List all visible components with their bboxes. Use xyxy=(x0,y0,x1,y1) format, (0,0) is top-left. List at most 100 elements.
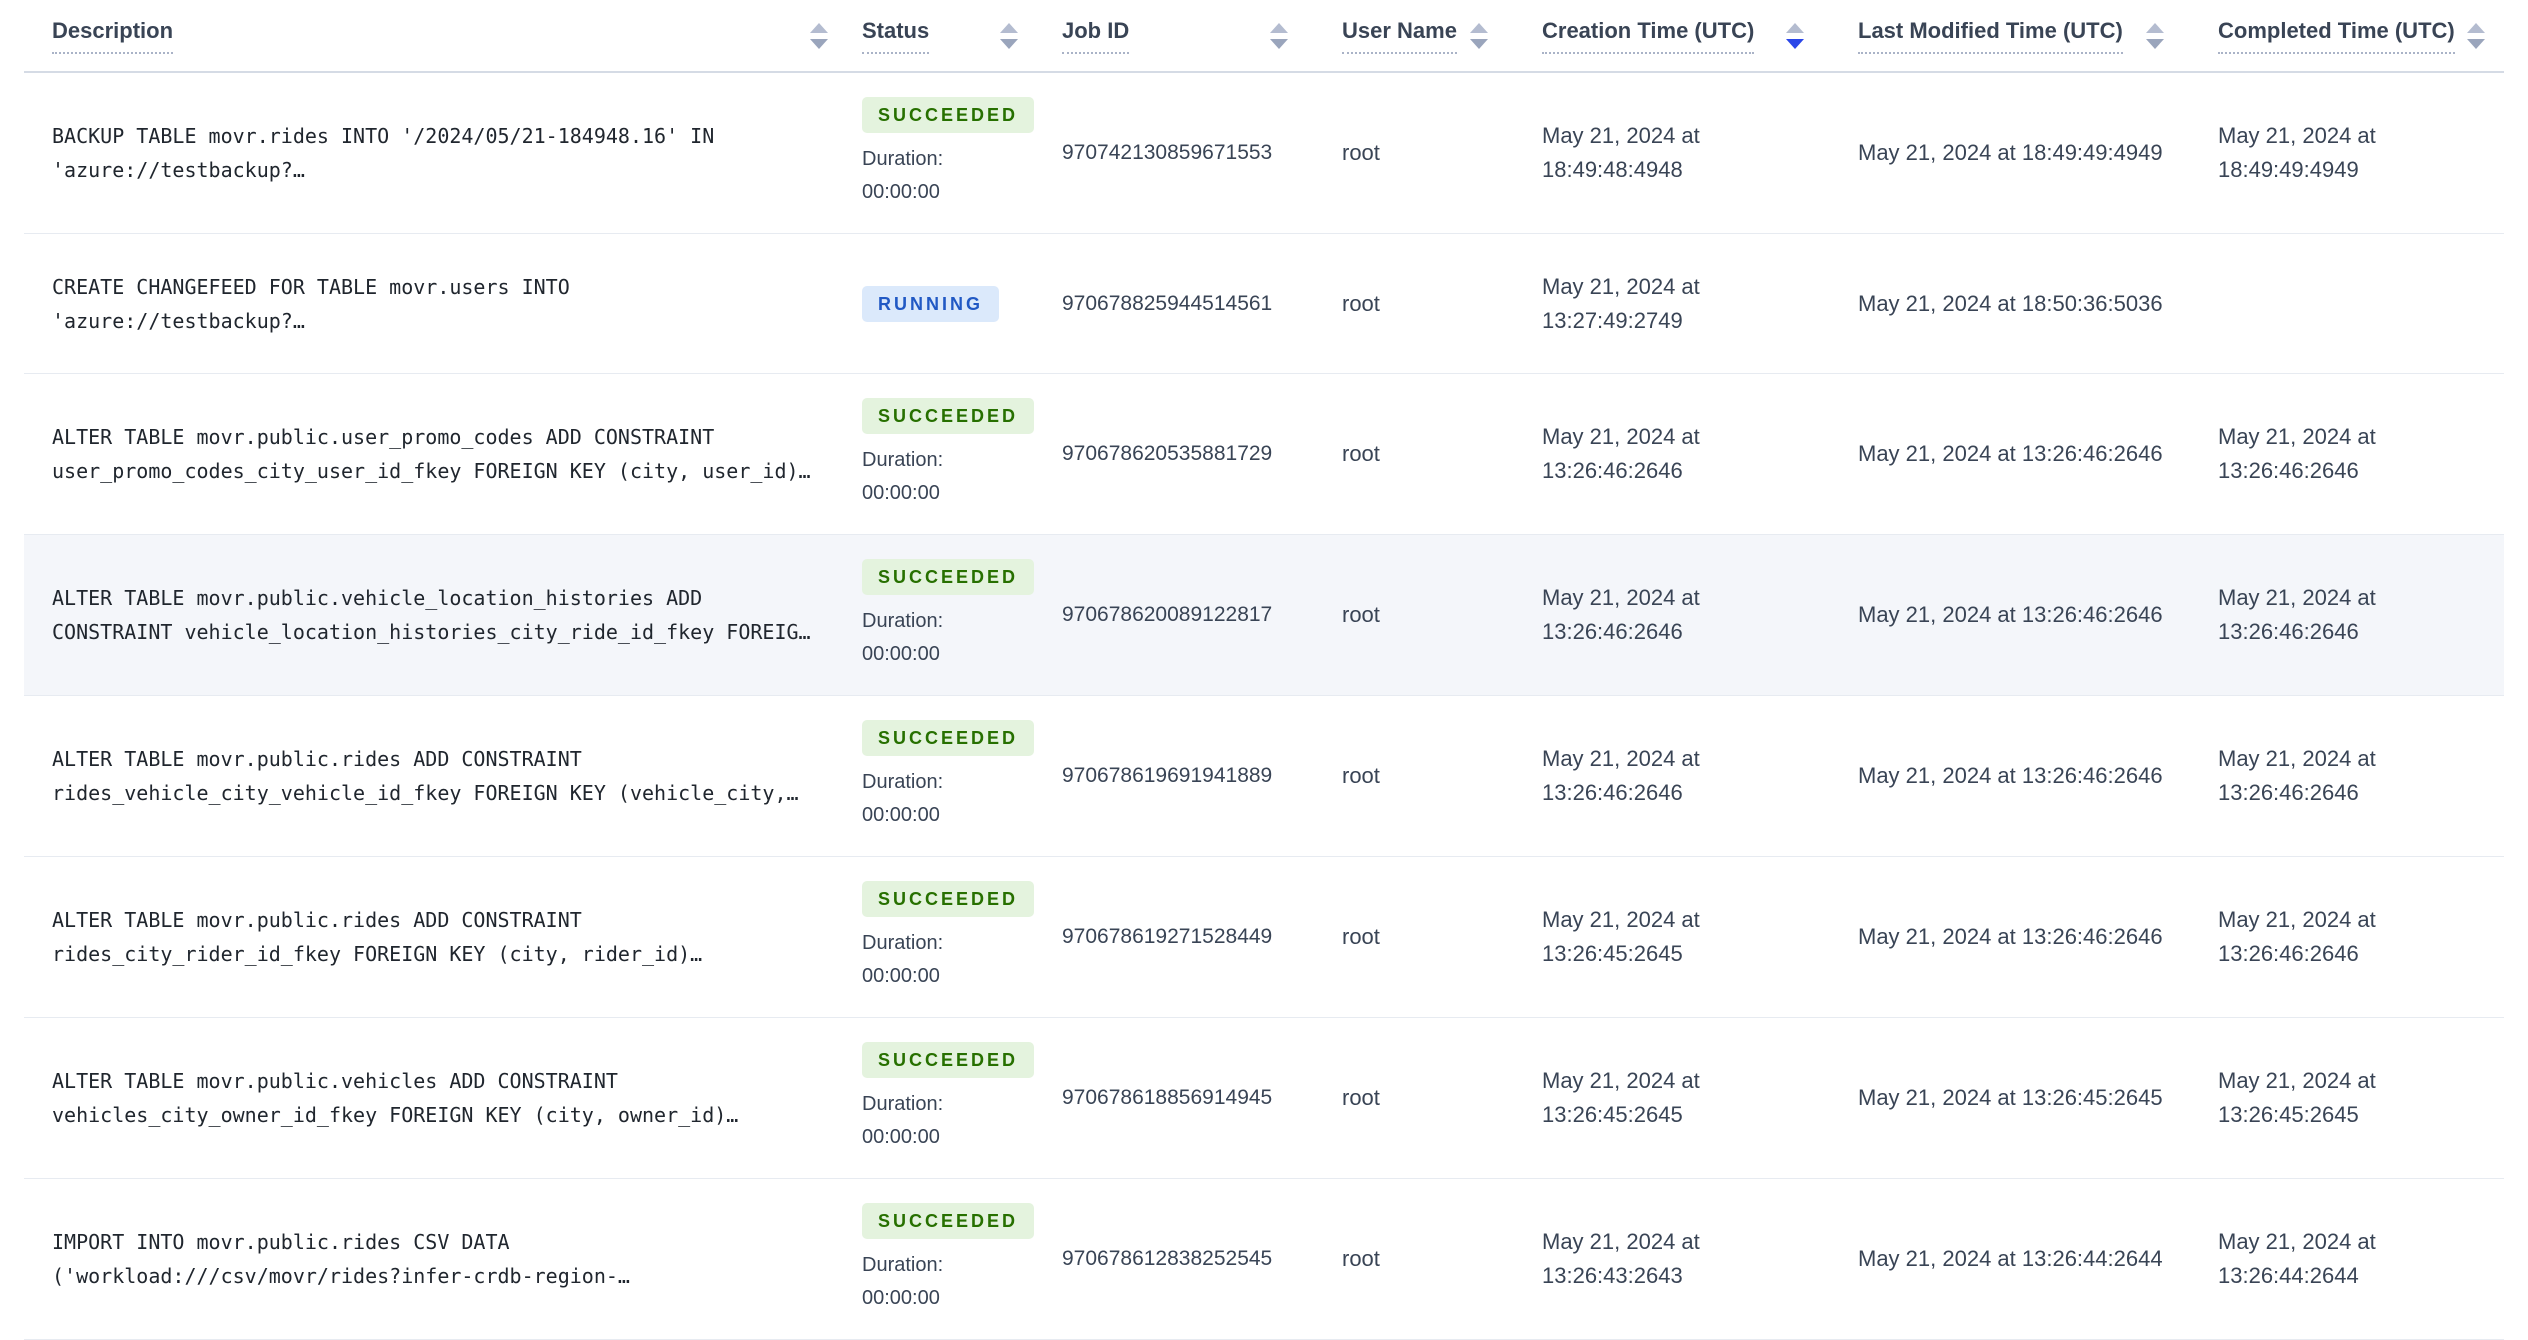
user-name: root xyxy=(1342,1085,1380,1110)
sort-asc-icon xyxy=(810,22,828,33)
completed-time: May 21, 2024 at 13:26:46:2646 xyxy=(2218,424,2376,483)
duration-label: Duration: xyxy=(862,1093,944,1115)
user-name: root xyxy=(1342,763,1380,788)
sort-arrows-icon xyxy=(2466,22,2485,49)
sort-desc-icon xyxy=(1270,38,1288,49)
table-header-row: Description Status Job ID User Name Crea… xyxy=(24,0,2504,73)
duration-value: 00:00:00 xyxy=(862,482,940,504)
creation-time: May 21, 2024 at 13:26:45:2645 xyxy=(1542,907,1700,966)
completed-time: May 21, 2024 at 13:26:44:2644 xyxy=(2218,1229,2376,1288)
column-header-job-id[interactable]: Job ID xyxy=(1038,0,1308,71)
table-row[interactable]: ALTER TABLE movr.public.vehicle_location… xyxy=(24,535,2504,696)
sort-arrows-icon xyxy=(1000,22,1018,49)
job-id: 970678612838252545 xyxy=(1062,1247,1273,1270)
sort-desc-icon xyxy=(1786,38,1804,49)
user-name: root xyxy=(1342,602,1380,627)
duration-label: Duration: xyxy=(862,148,944,170)
job-description: ALTER TABLE movr.public.vehicle_location… xyxy=(52,586,811,644)
status-badge: SUCCEEDED xyxy=(862,881,1035,917)
last-modified-time: May 21, 2024 at 18:49:49:4949 xyxy=(1858,140,2163,165)
column-header-user-name[interactable]: User Name xyxy=(1308,0,1508,71)
column-header-status[interactable]: Status xyxy=(848,0,1038,71)
duration-label: Duration: xyxy=(862,771,944,793)
duration-label: Duration: xyxy=(862,449,944,471)
user-name: root xyxy=(1342,1246,1380,1271)
jobs-table: Description Status Job ID User Name Crea… xyxy=(24,0,2504,1340)
job-description: ALTER TABLE movr.public.vehicles ADD CON… xyxy=(52,1069,739,1127)
status-badge: SUCCEEDED xyxy=(862,1203,1035,1239)
last-modified-time: May 21, 2024 at 13:26:45:2645 xyxy=(1858,1085,2163,1110)
user-name: root xyxy=(1342,140,1380,165)
sort-arrows-icon xyxy=(810,22,828,49)
job-description: CREATE CHANGEFEED FOR TABLE movr.users I… xyxy=(52,274,570,333)
table-row[interactable]: ALTER TABLE movr.public.vehicles ADD CON… xyxy=(24,1018,2504,1179)
sort-arrows-icon xyxy=(2146,22,2164,49)
job-id: 970678619691941889 xyxy=(1062,764,1273,787)
status-badge: SUCCEEDED xyxy=(862,559,1035,595)
duration-value: 00:00:00 xyxy=(862,181,940,203)
creation-time: May 21, 2024 at 18:49:48:4948 xyxy=(1542,123,1700,182)
sort-desc-icon xyxy=(810,38,828,49)
column-header-last-modified-time[interactable]: Last Modified Time (UTC) xyxy=(1824,0,2184,71)
sort-asc-icon xyxy=(1470,22,1488,33)
completed-time: May 21, 2024 at 18:49:49:4949 xyxy=(2218,123,2376,182)
job-description: ALTER TABLE movr.public.rides ADD CONSTR… xyxy=(52,908,703,966)
completed-time: May 21, 2024 at 13:26:46:2646 xyxy=(2218,585,2376,644)
sort-desc-icon xyxy=(2466,38,2485,49)
column-header-creation-time[interactable]: Creation Time (UTC) xyxy=(1508,0,1824,71)
column-header-label: Status xyxy=(862,18,930,54)
column-header-label: User Name xyxy=(1342,18,1457,54)
sort-desc-icon xyxy=(1470,38,1488,49)
table-body: BACKUP TABLE movr.rides INTO '/2024/05/2… xyxy=(24,73,2504,1340)
duration-label: Duration: xyxy=(862,1254,944,1276)
creation-time: May 21, 2024 at 13:26:46:2646 xyxy=(1542,585,1700,644)
creation-time: May 21, 2024 at 13:26:46:2646 xyxy=(1542,424,1700,483)
table-row[interactable]: ALTER TABLE movr.public.user_promo_codes… xyxy=(24,374,2504,535)
sort-arrows-icon xyxy=(1470,22,1488,49)
sort-asc-icon xyxy=(1000,22,1018,33)
last-modified-time: May 21, 2024 at 13:26:46:2646 xyxy=(1858,924,2163,949)
creation-time: May 21, 2024 at 13:27:49:2749 xyxy=(1542,273,1700,333)
column-header-label: Last Modified Time (UTC) xyxy=(1858,18,2123,54)
status-badge: SUCCEEDED xyxy=(862,720,1035,756)
job-description: ALTER TABLE movr.public.user_promo_codes… xyxy=(52,425,811,483)
table-row[interactable]: BACKUP TABLE movr.rides INTO '/2024/05/2… xyxy=(24,73,2504,234)
sort-asc-icon xyxy=(1786,22,1804,33)
sort-asc-icon xyxy=(1270,22,1288,33)
duration-value: 00:00:00 xyxy=(862,643,940,665)
column-header-label: Creation Time (UTC) xyxy=(1542,18,1755,54)
job-id: 970678618856914945 xyxy=(1062,1086,1273,1109)
job-id: 970678825944514561 xyxy=(1062,291,1273,315)
column-header-label: Completed Time (UTC) xyxy=(2218,18,2455,54)
creation-time: May 21, 2024 at 13:26:43:2643 xyxy=(1542,1229,1700,1288)
duration-value: 00:00:00 xyxy=(862,804,940,826)
sort-arrows-icon xyxy=(1270,22,1288,49)
last-modified-time: May 21, 2024 at 18:50:36:5036 xyxy=(1858,290,2163,316)
sort-desc-icon xyxy=(1000,38,1018,49)
last-modified-time: May 21, 2024 at 13:26:44:2644 xyxy=(1858,1246,2163,1271)
duration-value: 00:00:00 xyxy=(862,965,940,987)
completed-time: May 21, 2024 at 13:26:46:2646 xyxy=(2218,907,2376,966)
column-header-completed-time[interactable]: Completed Time (UTC) xyxy=(2184,0,2505,71)
column-header-description[interactable]: Description xyxy=(24,0,848,71)
table-row[interactable]: IMPORT INTO movr.public.rides CSV DATA (… xyxy=(24,1179,2504,1340)
status-badge: SUCCEEDED xyxy=(862,1042,1035,1078)
table-row[interactable]: CREATE CHANGEFEED FOR TABLE movr.users I… xyxy=(24,234,2504,374)
table-row[interactable]: ALTER TABLE movr.public.rides ADD CONSTR… xyxy=(24,857,2504,1018)
sort-arrows-icon xyxy=(1786,22,1804,49)
table-row[interactable]: ALTER TABLE movr.public.rides ADD CONSTR… xyxy=(24,696,2504,857)
last-modified-time: May 21, 2024 at 13:26:46:2646 xyxy=(1858,441,2163,466)
creation-time: May 21, 2024 at 13:26:46:2646 xyxy=(1542,746,1700,805)
job-id: 970678620089122817 xyxy=(1062,603,1273,626)
user-name: root xyxy=(1342,441,1380,466)
job-description: ALTER TABLE movr.public.rides ADD CONSTR… xyxy=(52,747,799,805)
user-name: root xyxy=(1342,924,1380,949)
job-description: BACKUP TABLE movr.rides INTO '/2024/05/2… xyxy=(52,124,715,182)
creation-time: May 21, 2024 at 13:26:45:2645 xyxy=(1542,1068,1700,1127)
user-name: root xyxy=(1342,290,1380,316)
status-badge: RUNNING xyxy=(862,285,999,322)
duration-value: 00:00:00 xyxy=(862,1126,940,1148)
last-modified-time: May 21, 2024 at 13:26:46:2646 xyxy=(1858,602,2163,627)
status-badge: SUCCEEDED xyxy=(862,398,1035,434)
sort-asc-icon xyxy=(2146,22,2164,33)
